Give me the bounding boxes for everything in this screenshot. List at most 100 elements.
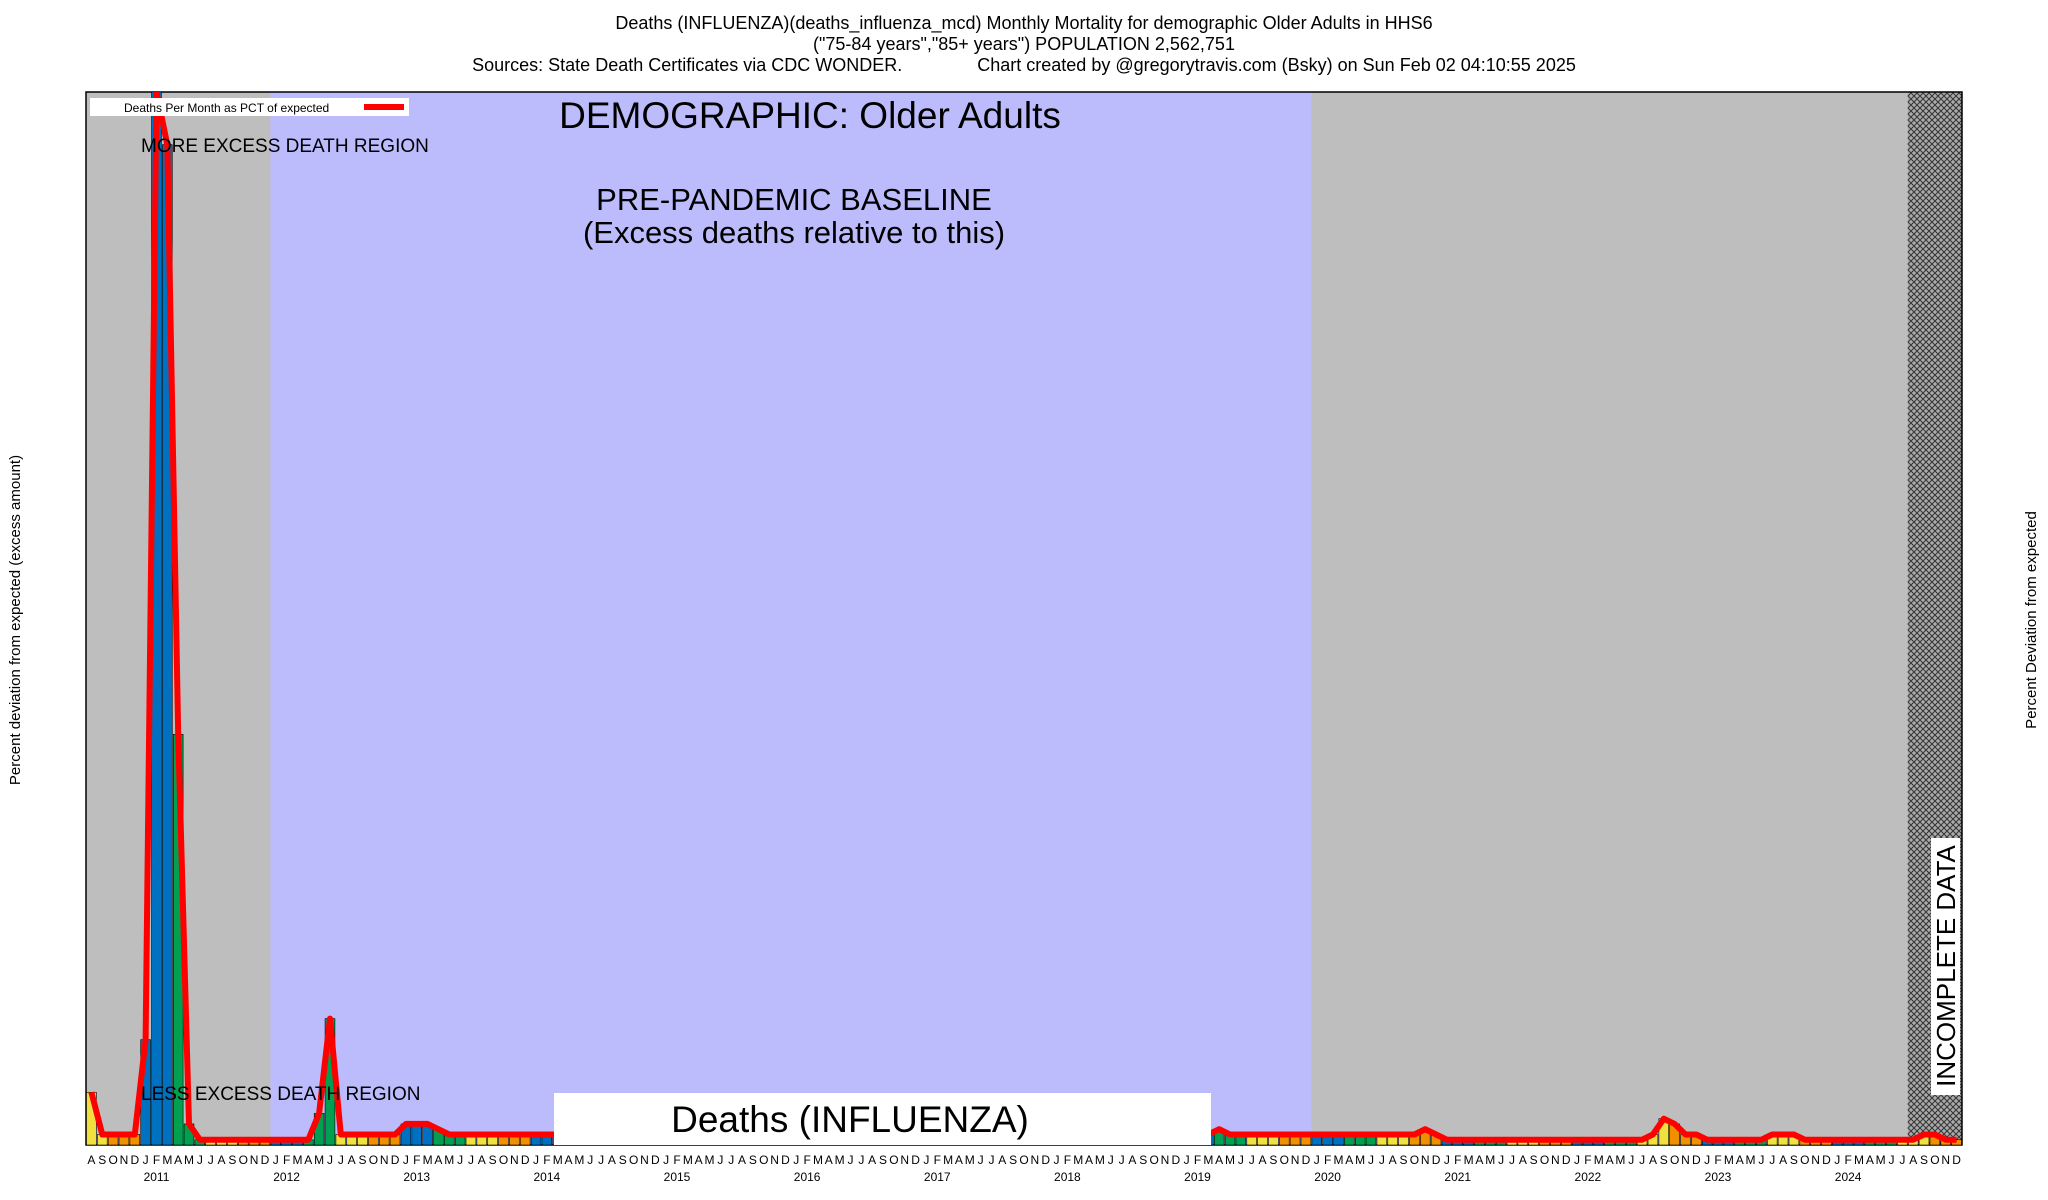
year-label: 2020 — [1314, 1170, 1341, 1184]
x-tick-label: O — [369, 1153, 378, 1167]
x-tick-label: J — [1639, 1153, 1645, 1167]
x-tick-label: A — [1389, 1153, 1397, 1167]
x-tick-label: J — [327, 1153, 333, 1167]
x-tick-label: J — [1108, 1153, 1114, 1167]
x-tick-label: M — [1746, 1153, 1756, 1167]
x-tick-label: M — [1615, 1153, 1625, 1167]
annotation: DEMOGRAPHIC: Older Adults — [559, 95, 1061, 136]
x-tick-label: M — [683, 1153, 693, 1167]
x-tick-label: M — [1355, 1153, 1365, 1167]
x-tick-label: F — [1064, 1153, 1071, 1167]
x-tick-label: M — [1485, 1153, 1495, 1167]
x-tick-label: N — [1551, 1153, 1560, 1167]
x-tick-label: F — [543, 1153, 550, 1167]
x-tick-label: O — [889, 1153, 898, 1167]
x-tick-label: N — [640, 1153, 649, 1167]
year-label: 2018 — [1054, 1170, 1081, 1184]
x-tick-label: M — [1854, 1153, 1864, 1167]
x-tick-label: A — [1475, 1153, 1483, 1167]
x-tick-label: A — [1779, 1153, 1787, 1167]
x-tick-label: M — [1594, 1153, 1604, 1167]
x-tick-label: A — [825, 1153, 833, 1167]
year-label: 2022 — [1575, 1170, 1602, 1184]
x-tick-label: S — [1530, 1153, 1538, 1167]
x-tick-label: A — [218, 1153, 226, 1167]
x-tick-label: A — [1649, 1153, 1657, 1167]
x-tick-label: S — [1269, 1153, 1277, 1167]
x-tick-label: F — [803, 1153, 810, 1167]
x-tick-label: J — [923, 1153, 929, 1167]
x-tick-label: S — [359, 1153, 367, 1167]
x-tick-label: M — [813, 1153, 823, 1167]
x-tick-label: S — [1009, 1153, 1017, 1167]
legend-box — [90, 98, 409, 116]
x-tick-label: M — [943, 1153, 953, 1167]
x-tick-label: J — [208, 1153, 214, 1167]
annotation: PRE-PANDEMIC BASELINE — [596, 182, 992, 217]
x-tick-label: F — [673, 1153, 680, 1167]
x-tick-label: N — [1681, 1153, 1690, 1167]
annotation: MORE EXCESS DEATH REGION — [141, 136, 429, 157]
x-tick-label: D — [261, 1153, 270, 1167]
x-tick-label: S — [1139, 1153, 1147, 1167]
x-tick-label: N — [770, 1153, 779, 1167]
y-axis-label: Percent deviation from expected (excess … — [7, 455, 24, 785]
year-label: 2015 — [664, 1170, 691, 1184]
x-tick-label: S — [98, 1153, 106, 1167]
x-tick-label: N — [120, 1153, 129, 1167]
overlay: Deaths Per Month as PCT of expected DEMOG… — [90, 95, 1961, 1145]
x-tick-label: A — [478, 1153, 486, 1167]
x-tick-label: M — [705, 1153, 715, 1167]
year-label: 2016 — [794, 1170, 821, 1184]
x-tick-label: A — [174, 1153, 182, 1167]
x-tick-label: F — [1844, 1153, 1851, 1167]
x-tick-label: M — [314, 1153, 324, 1167]
x-tick-label: D — [1432, 1153, 1441, 1167]
x-tick-label: J — [728, 1153, 734, 1167]
x-tick-label: J — [847, 1153, 853, 1167]
x-tick-label: M — [1073, 1153, 1083, 1167]
x-tick-label: M — [444, 1153, 454, 1167]
x-tick-label: D — [1562, 1153, 1571, 1167]
x-tick-label: S — [228, 1153, 236, 1167]
x-tick-label: J — [1498, 1153, 1504, 1167]
x-tick-label: N — [510, 1153, 519, 1167]
x-tick-label: J — [1704, 1153, 1710, 1167]
year-label: 2013 — [403, 1170, 430, 1184]
x-tick-label: N — [1421, 1153, 1430, 1167]
x-tick-label: F — [934, 1153, 941, 1167]
x-tick-label: F — [1324, 1153, 1331, 1167]
x-tick-label: A — [1866, 1153, 1874, 1167]
plot-background — [85, 91, 1963, 1146]
x-tick-label: F — [1584, 1153, 1591, 1167]
x-tick-label: J — [338, 1153, 344, 1167]
year-label: 2017 — [924, 1170, 951, 1184]
x-tick-label: A — [565, 1153, 573, 1167]
x-tick-label: D — [130, 1153, 139, 1167]
x-tick-label: S — [1790, 1153, 1798, 1167]
x-tick-label: J — [1758, 1153, 1764, 1167]
x-tick-label: A — [695, 1153, 703, 1167]
x-tick-label: M — [292, 1153, 302, 1167]
x-tick-label: J — [1249, 1153, 1255, 1167]
year-label: 2021 — [1444, 1170, 1471, 1184]
legend-label: Deaths Per Month as PCT of expected — [124, 101, 329, 115]
x-tick-label: M — [184, 1153, 194, 1167]
label-box — [1931, 838, 1960, 1095]
x-tick-label: F — [413, 1153, 420, 1167]
x-tick-label: S — [1660, 1153, 1668, 1167]
x-tick-label: F — [153, 1153, 160, 1167]
x-tick-label: O — [1930, 1153, 1939, 1167]
y2-axis-label: Percent Deviation from expected — [2023, 511, 2040, 729]
x-tick-label: A — [608, 1153, 616, 1167]
x-tick-label: J — [273, 1153, 279, 1167]
x-tick-label: F — [283, 1153, 290, 1167]
x-tick-label: F — [1194, 1153, 1201, 1167]
x-tick-label: O — [239, 1153, 248, 1167]
x-tick-label: A — [87, 1153, 95, 1167]
x-tick-label: A — [1519, 1153, 1527, 1167]
x-tick-label: J — [1444, 1153, 1450, 1167]
x-tick-label: O — [1800, 1153, 1809, 1167]
x-tick-label: M — [1464, 1153, 1474, 1167]
